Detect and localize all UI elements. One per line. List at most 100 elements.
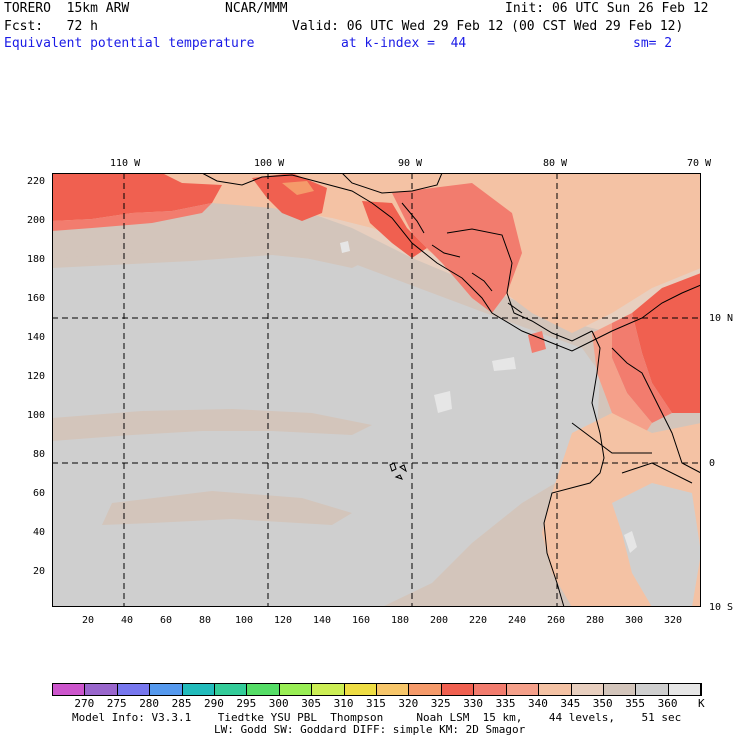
colorbar-swatch [53, 684, 86, 695]
lon-label-110w: 110 W [110, 158, 141, 169]
x-tick-label: 160 [352, 615, 371, 626]
colorbar-swatch [603, 684, 637, 695]
x-tick-label: 300 [625, 615, 644, 626]
x-tick-label: 60 [160, 615, 173, 626]
level-info: at k-index = 44 [341, 36, 467, 51]
colorbar-swatch [85, 684, 118, 695]
y-tick-label: 140 [27, 332, 46, 343]
colorbar-tick-label: 355 [625, 697, 646, 710]
x-tick-label: 220 [469, 615, 488, 626]
field-340-north [52, 173, 701, 333]
colorbar-tick-label: 340 [528, 697, 548, 710]
init-time: Init: 06 UTC Sun 26 Feb 12 [505, 1, 709, 16]
y-tick-label: 220 [27, 176, 46, 187]
lon-label-70w: 70 W [687, 158, 712, 169]
coast-caribbean [446, 228, 593, 342]
field-grey-andes [612, 483, 701, 607]
colorbar-swatch [247, 684, 280, 695]
colorbar-swatch [441, 684, 475, 695]
map-plot-area [52, 173, 701, 607]
x-tick-label: 80 [199, 615, 212, 626]
y-tick-label: 100 [27, 410, 46, 421]
physics-info: LW: Godd SW: Goddard DIFF: simple KM: 2D… [214, 723, 526, 736]
theta-e-field [52, 173, 701, 607]
lat-label-10s: 10 S [709, 602, 734, 613]
colorbar-tick-label: 335 [495, 697, 516, 710]
coast-mexico [201, 173, 701, 352]
islands-galapagos [389, 462, 407, 480]
y-tick-label: 180 [27, 254, 46, 265]
coast-south-america [543, 330, 605, 607]
colorbar [52, 683, 702, 696]
colorbar-tick-label: 280 [139, 697, 160, 710]
map-frame [52, 173, 701, 607]
colorbar-swatch [150, 684, 183, 695]
colorbar-swatch [474, 684, 507, 695]
colorbar-tick-label: 295 [236, 697, 257, 710]
field-white-ocean-1 [434, 391, 452, 413]
field-330-guatemala [362, 201, 427, 258]
colorbar-tick-label: 345 [560, 697, 581, 710]
lon-label-90w: 90 W [398, 158, 423, 169]
y-tick-label: 20 [33, 566, 46, 577]
field-white-patch [624, 531, 637, 553]
lon-label-80w: 80 W [543, 158, 568, 169]
colorbar-unit: K [698, 697, 705, 710]
colorbar-tick-label: 270 [74, 697, 95, 710]
colorbar-tick-label: 315 [366, 697, 386, 710]
field-330-colombia [632, 273, 701, 413]
colorbar-swatch [377, 684, 410, 695]
x-tick-label: 140 [313, 615, 332, 626]
colorbar-swatch [409, 684, 442, 695]
colorbar-tick-label: 305 [301, 697, 322, 710]
y-tick-label: 80 [33, 449, 46, 460]
x-tick-label: 260 [547, 615, 566, 626]
field-red-pocket [528, 331, 546, 353]
y-tick-label: 200 [27, 215, 46, 226]
colorbar-swatch [506, 684, 540, 695]
colorbar-tick-label: 330 [463, 697, 484, 710]
border-central-am [401, 202, 523, 314]
field-coast-north-2 [52, 221, 372, 268]
colorbar-tick-label: 350 [592, 697, 613, 710]
x-tick-label: 100 [235, 615, 254, 626]
lat-label-equator: 0 [709, 458, 716, 469]
colorbar-swatch [182, 684, 216, 695]
y-tick-label: 60 [33, 488, 46, 499]
colorbar-swatch [279, 684, 313, 695]
x-tick-label: 180 [391, 615, 410, 626]
lat-label-10n: 10 N [709, 313, 734, 324]
field-white-ocean-3 [340, 241, 350, 253]
colorbar-swatch [312, 684, 345, 695]
colorbar-swatch [117, 684, 151, 695]
x-tick-label: 320 [664, 615, 683, 626]
y-tick-label: 160 [27, 293, 46, 304]
field-name: Equivalent potential temperature [4, 36, 255, 51]
coast-yucatan [341, 173, 443, 194]
field-325-mexico [282, 181, 314, 195]
field-340-colombia [592, 323, 652, 438]
field-grey-band [52, 409, 372, 441]
colorbar-tick-label: 290 [204, 697, 224, 710]
forecast-hour: Fcst: 72 h [4, 19, 98, 34]
x-tick-label: 120 [274, 615, 293, 626]
lon-label-100w: 100 W [254, 158, 285, 169]
smoothing-info: sm= 2 [633, 36, 673, 51]
organization: NCAR/MMM [225, 1, 288, 16]
valid-time: Valid: 06 UTC Wed 29 Feb 12 (00 CST Wed … [292, 19, 684, 34]
field-335-nw-edge [52, 203, 212, 231]
model-name: TORERO 15km ARW [4, 1, 130, 16]
y-tick-label: 40 [33, 527, 46, 538]
colorbar-swatch [215, 684, 248, 695]
x-tick-label: 240 [508, 615, 527, 626]
colorbar-tick-label: 285 [171, 697, 192, 710]
field-330-nw [52, 173, 222, 221]
colorbar-swatch [539, 684, 572, 695]
x-tick-label: 280 [586, 615, 605, 626]
field-grey-band-2 [102, 491, 352, 525]
colorbar-swatch [571, 684, 604, 695]
x-tick-label: 40 [121, 615, 134, 626]
colorbar-tick-label: 300 [268, 697, 289, 710]
colorbar-swatch [344, 684, 378, 695]
colorbar-tick-label: 360 [657, 697, 678, 710]
